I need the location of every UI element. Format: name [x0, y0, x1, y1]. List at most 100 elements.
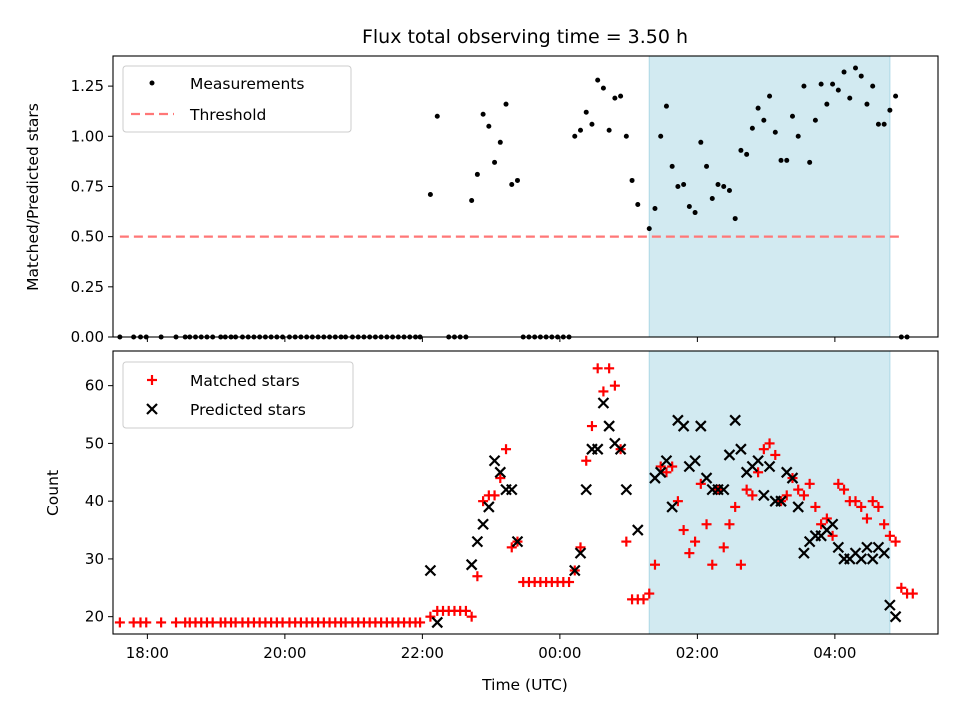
predicted-star-stroke-b [666, 501, 678, 513]
predicted-star-stroke-b [700, 472, 713, 484]
matched-star-point [478, 496, 489, 507]
x-tick-label: 00:00 [538, 644, 581, 662]
predicted-star-stroke-b [832, 541, 845, 554]
predicted-star-stroke-b [488, 454, 501, 467]
y-tick-label: 0.75 [71, 177, 104, 195]
measurement-point [675, 183, 681, 189]
predicted-star-stroke-b [471, 535, 484, 548]
predicted-star-point [471, 535, 484, 548]
predicted-star-stroke-b [591, 443, 604, 455]
matched-star-point [741, 484, 752, 495]
measurement-point [623, 133, 629, 139]
measurement-point [709, 196, 715, 202]
predicted-star-stroke-b [752, 454, 764, 467]
predicted-star-stroke-b [483, 501, 495, 513]
matched-star-point [466, 611, 477, 622]
measurement-point [835, 87, 841, 93]
predicted-star-stroke-b [511, 535, 524, 548]
matched-star-point [586, 421, 597, 432]
measurement-point [652, 206, 658, 212]
matched-star-point [884, 530, 895, 541]
predicted-star-stroke-b [861, 541, 873, 554]
matched-star-point [793, 484, 804, 495]
matched-star-point [735, 559, 746, 570]
predicted-star-stroke-b [614, 443, 627, 455]
predicted-star-stroke-b [597, 397, 610, 409]
matched-star-point [890, 536, 901, 547]
matched-star-point [690, 536, 701, 547]
y-tick-label: 0.25 [71, 278, 104, 296]
x-tick-label: 20:00 [263, 644, 306, 662]
matched-star-point [896, 582, 907, 593]
matched-star-point [718, 542, 729, 553]
predicted-star-stroke-b [849, 547, 862, 559]
predicted-star-stroke-b [620, 483, 633, 496]
predicted-star-stroke-b [431, 616, 444, 629]
measurement-point [427, 191, 433, 197]
predicted-star-stroke-b [672, 414, 684, 427]
predicted-star-stroke-b [695, 420, 707, 432]
measurement-point [795, 133, 801, 139]
measurement-point [784, 157, 790, 163]
bottom-panel: 20 30 40 50 60 18:00 20:00 22:00 00:00 02:00 04:00… [44, 350, 939, 694]
predicted-star-stroke-b [477, 518, 489, 531]
measurement-point [434, 113, 440, 119]
measurement-point [738, 147, 744, 153]
top-panel: Flux total observing time = 3.50 h 0.00 0… [24, 26, 939, 346]
matched-star-point [141, 617, 152, 628]
matched-star-point [501, 444, 512, 455]
y-tick-label: 1.00 [71, 127, 104, 145]
matched-star-point [850, 496, 861, 507]
matched-star-point [753, 467, 764, 478]
matched-star-point [156, 617, 167, 628]
predicted-star-point [798, 547, 810, 559]
measurement-point [474, 171, 480, 177]
matched-star-point [604, 363, 615, 374]
measurement-point [669, 163, 675, 169]
matched-star-point [695, 478, 706, 489]
predicted-star-point [591, 443, 604, 455]
y-tick-label: 50 [85, 434, 104, 452]
bottom-y-axis-label: Count [44, 470, 62, 516]
matched-star-point [592, 363, 603, 374]
predicted-star-point [878, 547, 890, 559]
measurement-point [589, 121, 595, 127]
matched-star-point [758, 444, 769, 455]
y-tick-label: 40 [85, 492, 104, 510]
matched-legend-label: Matched stars [190, 372, 300, 390]
predicted-star-point [855, 553, 868, 565]
measurement-point [761, 117, 767, 123]
measurement-point [509, 181, 515, 187]
measurement-point [778, 157, 784, 163]
predicted-star-stroke-b [798, 547, 810, 559]
matched-star-point [667, 461, 678, 472]
y-tick-label: 60 [85, 377, 104, 395]
matched-star-point [879, 519, 890, 530]
predicted-star-point [660, 454, 673, 467]
matched-star-point [701, 519, 712, 530]
matched-star-point [781, 490, 792, 501]
predicted-star-stroke-b [505, 483, 518, 496]
predicted-star-stroke-b [855, 553, 868, 565]
predicted-star-point [603, 420, 615, 432]
predicted-star-point [505, 483, 518, 496]
predicted-star-point [723, 449, 736, 461]
predicted-star-stroke-b [878, 547, 890, 559]
predicted-star-stroke-b [580, 483, 593, 496]
predicted-star-stroke-b [889, 610, 902, 623]
matched-star-point [621, 536, 632, 547]
predicted-star-point [614, 443, 627, 455]
predicted-star-point [866, 553, 879, 565]
predicted-star-stroke-b [735, 443, 747, 455]
measurement-point [486, 123, 492, 129]
predicted-star-point [677, 420, 690, 432]
measurements-legend-label: Measurements [190, 75, 305, 93]
predicted-star-point [620, 483, 633, 496]
matched-star-point [661, 467, 672, 478]
measurement-point [658, 133, 664, 139]
predicted-star-point [758, 489, 770, 502]
measurements-legend-marker [149, 80, 155, 86]
measurement-point [618, 93, 624, 99]
x-tick-label: 04:00 [813, 644, 856, 662]
matched-star-point [861, 513, 872, 524]
